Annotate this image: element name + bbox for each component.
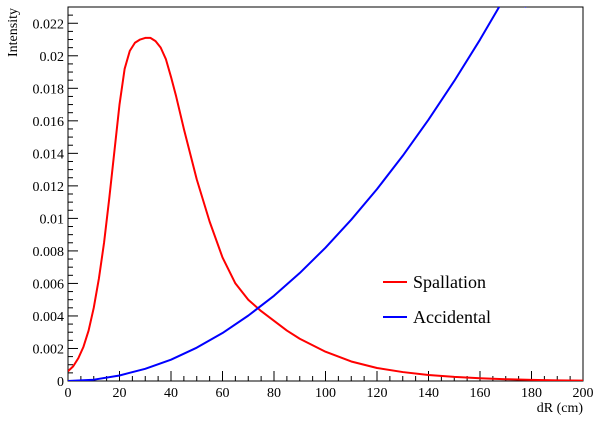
series-line-accidental [68,7,527,381]
y-tick-label: 0.008 [33,245,65,260]
y-tick-label: 0.016 [33,115,65,130]
y-tick-label: 0 [57,375,64,390]
x-tick-label: 20 [113,386,127,401]
y-tick-label: 0.006 [33,277,65,292]
x-tick-label: 100 [315,386,336,401]
legend: Spallation Accidental [383,272,491,327]
x-tick-label: 120 [367,386,388,401]
y-tick-label: 0.01 [40,212,65,227]
x-tick-label: 180 [521,386,542,401]
y-tick-label: 0.014 [33,147,65,162]
y-axis-title: Intensity [6,8,21,57]
x-tick-label: 200 [573,386,594,401]
y-tick-label: 0.012 [33,180,65,195]
x-tick-label: 0 [65,386,72,401]
y-tick-label: 0.002 [33,342,65,357]
y-tick-label: 0.022 [33,17,65,32]
x-tick-label: 140 [418,386,439,401]
x-tick-label: 80 [267,386,281,401]
x-tick-label: 160 [470,386,491,401]
legend-label-accidental: Accidental [413,307,491,327]
x-axis-title: dR (cm) [537,401,584,416]
y-tick-label: 0.004 [33,310,65,325]
y-tick-label: 0.02 [40,50,65,65]
x-tick-label: 60 [216,386,230,401]
axes: 0 20 40 60 80 100 120 140 160 180 200 0 0.002 0.004 0.… [33,6,594,401]
x-tick-label: 40 [164,386,178,401]
y-tick-label: 0.018 [33,82,65,97]
series-line-spallation [68,36,583,381]
series-layer [68,7,583,381]
legend-label-spallation: Spallation [413,272,486,292]
